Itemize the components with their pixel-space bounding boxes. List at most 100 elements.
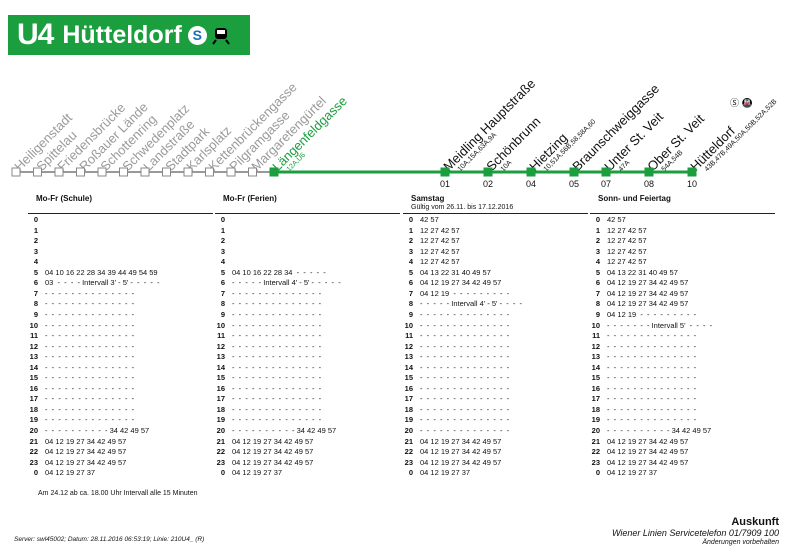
departure-minutes: 04 13 22 31 40 49 57 — [607, 267, 678, 277]
line-header: U4 Hütteldorf S — [8, 15, 250, 55]
departure-minutes: 04 12 19 27 34 42 49 57 — [607, 457, 689, 467]
hour-label: 12 — [216, 341, 225, 351]
hour-label: 13 — [404, 352, 413, 362]
hour-label: 14 — [216, 362, 225, 372]
departure-minutes: - - - - - - - - - - - - - - — [420, 404, 510, 414]
departure-minutes: - - - - - Intervall 4' - 5' - - - - — [420, 299, 523, 309]
departure-minutes: - - - - - - - - - - - - - - — [232, 320, 322, 330]
destination-transfer-icon: Ⓢ 🚇 — [730, 98, 753, 108]
departure-minutes: - - - - - - - - - - - - - - — [45, 309, 135, 319]
station-marker — [269, 167, 279, 177]
departure-minutes: 04 12 19 27 34 42 49 57 — [607, 278, 689, 288]
hour-label: 18 — [216, 404, 225, 414]
day-type-heading: Mo-Fr (Ferien) — [223, 194, 277, 203]
departure-minutes: 04 12 19 27 34 42 49 57 — [45, 436, 127, 446]
station-strip: Heiligenstadt Spittelau Friedensbrücke Roßa… — [0, 0, 791, 200]
departure-minutes: 04 12 19 27 34 42 49 57 — [607, 299, 689, 309]
departure-minutes: - - - - - - - - - - - - - - — [420, 426, 510, 435]
departure-minutes: - - - - - - - - - - 34 42 49 57 — [607, 426, 712, 435]
departure-minutes: - - - - - - - - - - - - - - — [607, 404, 697, 414]
hour-label: 14 — [29, 362, 38, 372]
departure-minutes: 04 12 19 - - - - - - - - - — [420, 288, 510, 298]
station-marker — [483, 167, 493, 177]
hour-label: 9 — [220, 309, 225, 319]
departure-minutes: - - - - - - - - - - - - - - — [607, 383, 697, 393]
line-number: U4 — [17, 18, 54, 51]
hour-label: 7 — [33, 288, 38, 298]
station-marker — [140, 167, 150, 177]
hour-label: 1 — [595, 225, 600, 235]
departure-minutes: 12 27 42 57 — [420, 225, 460, 235]
departure-minutes: 04 12 19 27 37 — [45, 468, 96, 478]
station-minutes: 04 — [525, 179, 536, 189]
hour-label: 20 — [216, 426, 225, 435]
departure-minutes: - - - - - - - - - - - - - - — [232, 309, 322, 319]
departure-minutes: 42 57 — [607, 215, 626, 224]
station-marker — [644, 167, 654, 177]
departure-minutes: 04 12 19 27 37 — [607, 468, 658, 478]
station-marker — [248, 167, 257, 177]
route-line — [11, 167, 697, 177]
station-marker — [119, 167, 128, 177]
station-minutes: 02 — [482, 179, 493, 189]
day-type-heading: Mo-Fr (Schule) — [36, 194, 92, 203]
hour-label: 23 — [216, 457, 225, 467]
hour-label: 18 — [404, 404, 413, 414]
station-minutes: 07 — [600, 179, 611, 189]
departure-minutes: - - - - - - - - - - 34 42 49 57 — [45, 426, 150, 435]
departure-minutes: - - - - - - - - - - - - - - — [45, 352, 135, 362]
departure-minutes: - - - - - - - - - - - - - - — [45, 415, 135, 425]
station-marker — [226, 167, 236, 177]
hour-label: 22 — [404, 447, 413, 457]
hour-label: 4 — [408, 257, 413, 267]
departure-minutes: - - - - - - - - - - - - - - — [45, 331, 135, 341]
hour-label: 21 — [404, 436, 413, 446]
departure-minutes: - - - - - - - - - - - - - - — [420, 341, 510, 351]
hour-label: 21 — [216, 436, 225, 446]
hour-label: 8 — [595, 299, 600, 309]
validity-note: Gültig vom 26.11. bis 17.12.2016 — [411, 204, 514, 211]
station-minutes: 08 — [643, 179, 654, 189]
hour-label: 0 — [595, 468, 600, 478]
hour-label: 7 — [408, 288, 413, 298]
departure-minutes: - - - - - - - - - - - - - - — [232, 362, 322, 372]
hour-label: 21 — [29, 436, 38, 446]
hour-label: 0 — [408, 215, 413, 224]
departure-minutes: 04 12 19 27 34 42 49 57 — [420, 278, 502, 288]
departure-minutes: - - - - - - - - - - 34 42 49 57 — [232, 426, 337, 435]
departure-minutes: - - - - - - - - - - - - - - — [232, 331, 322, 341]
hour-label: 16 — [216, 383, 225, 393]
hour-label: 16 — [591, 383, 600, 393]
departure-minutes: - - - - - - - - - - - - - - — [420, 331, 510, 341]
departure-minutes: - - - - - - - - - - - - - - — [420, 320, 510, 330]
departure-minutes: 04 10 16 22 28 34 39 44 49 54 59 — [45, 267, 158, 277]
departure-minutes: - - - - - Intervall 4' - 5' - - - - - — [232, 278, 341, 288]
departure-minutes: - - - - - - - - - - - - - - — [45, 373, 135, 383]
hour-label: 12 — [591, 341, 600, 351]
hour-label: 2 — [220, 236, 225, 246]
station-marker — [33, 167, 42, 177]
hour-label: 5 — [595, 267, 600, 277]
hour-label: 9 — [408, 309, 413, 319]
hour-label: 17 — [591, 394, 600, 404]
departure-minutes: 12 27 42 57 — [607, 225, 647, 235]
departure-minutes: - - - - - - - - - - - - - - — [45, 299, 135, 309]
station-marker — [526, 167, 536, 177]
departure-minutes: 04 12 19 27 34 42 49 57 — [232, 436, 314, 446]
hour-label: 23 — [591, 457, 600, 467]
footnote: Am 24.12 ab ca. 18.00 Uhr Intervall alle… — [38, 490, 198, 497]
hour-label: 17 — [216, 394, 225, 404]
hour-label: 20 — [29, 426, 38, 435]
station-minutes: 01 — [439, 179, 450, 189]
hour-label: 7 — [220, 288, 225, 298]
departure-minutes: 04 12 19 27 34 42 49 57 — [420, 447, 502, 457]
station-marker — [162, 167, 171, 177]
hour-label: 1 — [33, 225, 38, 235]
hour-label: 1 — [408, 225, 413, 235]
departure-minutes: - - - - - - - - - - - - - - — [232, 341, 322, 351]
server-info: Server: swl45002; Datum: 28.11.2016 06:5… — [14, 536, 205, 543]
hour-label: 8 — [220, 299, 225, 309]
hour-label: 10 — [591, 320, 600, 330]
hour-label: 13 — [29, 352, 38, 362]
station-marker — [11, 167, 21, 177]
